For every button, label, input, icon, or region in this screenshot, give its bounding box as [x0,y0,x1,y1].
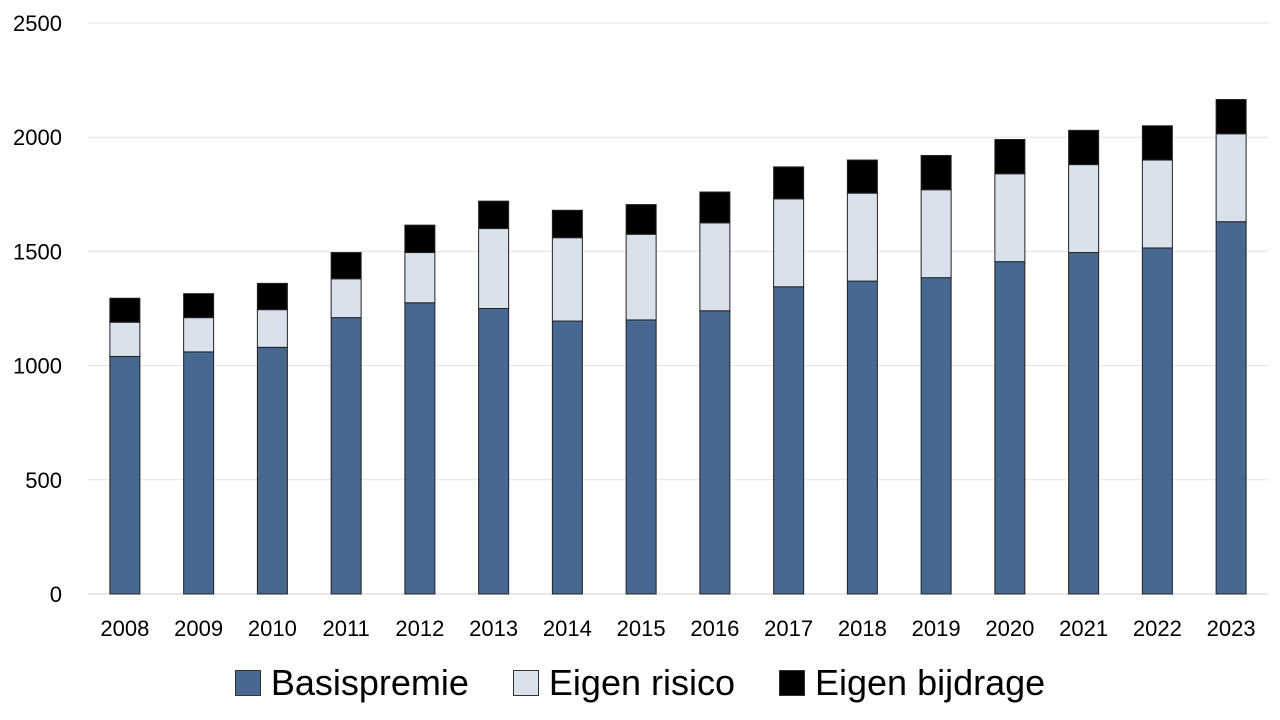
bar-segment-eigen-risico-2018 [846,192,878,282]
y-tick-label: 1500 [13,239,62,264]
x-tick-label: 2011 [322,616,369,641]
legend-swatch [512,670,539,696]
x-tick-label: 2012 [395,616,444,641]
bar-segment-eigen-bijdrage-2016 [699,191,731,224]
bar-segment-eigen-risico-2011 [330,278,362,319]
x-tick-label: 2008 [100,616,149,641]
bars [109,99,1247,595]
x-tick-label: 2016 [690,616,739,641]
legend-item: Eigen bijdrage [779,662,1045,704]
bar-segment-eigen-bijdrage-2020 [994,138,1026,175]
x-tick-label: 2014 [543,616,592,641]
bar-segment-basispremie-2008 [109,355,141,595]
y-tick-label: 1000 [13,354,62,379]
x-tick-label: 2020 [985,616,1034,641]
bar-segment-eigen-risico-2015 [625,233,657,321]
bar-segment-eigen-risico-2017 [773,198,805,288]
bar-segment-eigen-bijdrage-2023 [1215,99,1247,135]
bar-segment-eigen-risico-2019 [920,189,952,279]
bar-segment-eigen-risico-2009 [183,317,215,353]
y-tick-label: 2500 [13,11,62,36]
bar-segment-basispremie-2013 [478,308,510,595]
bar-segment-basispremie-2011 [330,317,362,595]
bar-segment-eigen-risico-2012 [404,252,436,304]
bar-segment-basispremie-2015 [625,319,657,595]
legend-label: Eigen bijdrage [815,662,1046,703]
x-tick-label: 2013 [469,616,518,641]
x-tick-label: 2018 [838,616,887,641]
bar-segment-eigen-bijdrage-2011 [330,252,362,280]
bar-segment-basispremie-2023 [1215,221,1247,595]
bar-segment-eigen-bijdrage-2008 [109,297,141,323]
bar-segment-eigen-risico-2020 [994,173,1026,263]
bar-segment-eigen-bijdrage-2022 [1141,125,1173,161]
bar-segment-basispremie-2022 [1141,247,1173,595]
bar-segment-eigen-risico-2008 [109,321,141,357]
bar-segment-eigen-risico-2014 [551,237,583,322]
bar-segment-eigen-risico-2021 [1068,164,1100,254]
bar-segment-eigen-bijdrage-2019 [920,154,952,191]
bar-segment-eigen-risico-2013 [478,228,510,309]
bar-segment-eigen-risico-2016 [699,222,731,312]
bar-segment-eigen-bijdrage-2015 [625,204,657,235]
legend-item: Basispremie [234,662,469,704]
bar-segment-eigen-bijdrage-2018 [846,159,878,194]
x-tick-label: 2023 [1207,616,1256,641]
bar-segment-eigen-bijdrage-2021 [1068,129,1100,166]
x-tick-label: 2019 [912,616,961,641]
x-tick-label: 2021 [1059,616,1108,641]
y-tick-label: 2000 [13,125,62,150]
bar-segment-eigen-bijdrage-2017 [773,166,805,200]
y-tick-label: 0 [50,582,62,607]
bar-segment-basispremie-2012 [404,302,436,595]
x-tick-label: 2010 [248,616,297,641]
bar-segment-eigen-bijdrage-2012 [404,224,436,254]
x-tick-label: 2015 [617,616,666,641]
bar-segment-eigen-risico-2022 [1141,159,1173,249]
x-tick-label: 2022 [1133,616,1182,641]
bar-segment-eigen-risico-2010 [256,309,288,348]
y-axis-ticks: 0 500 1000 1500 2000 2500 [13,11,62,607]
x-axis-ticks: 2008 2009 2010 2011 2012 2013 2014 2015 2016 2017… [100,616,1255,641]
bar-segment-basispremie-2009 [183,351,215,595]
bar-segment-basispremie-2021 [1068,252,1100,595]
legend: Basispremie Eigen risico Eigen bijdrage [0,655,1280,711]
bar-segment-basispremie-2010 [256,346,288,595]
bar-segment-basispremie-2018 [846,280,878,595]
bar-segment-basispremie-2017 [773,286,805,595]
bar-segment-eigen-bijdrage-2010 [256,282,288,311]
legend-swatch [234,670,261,696]
bar-segment-eigen-bijdrage-2014 [551,209,583,239]
legend-label: Eigen risico [548,662,735,703]
x-tick-label: 2017 [764,616,813,641]
bar-segment-eigen-risico-2023 [1215,133,1247,223]
x-tick-label: 2009 [174,616,223,641]
legend-item: Eigen risico [512,662,735,704]
bar-segment-basispremie-2016 [699,310,731,595]
legend-swatch [779,670,805,696]
y-tick-label: 500 [25,468,62,493]
legend-label: Basispremie [270,662,469,703]
bar-segment-basispremie-2019 [920,277,952,595]
bar-segment-eigen-bijdrage-2013 [478,200,510,230]
bar-segment-basispremie-2020 [994,261,1026,595]
bar-segment-basispremie-2014 [551,320,583,595]
bar-segment-eigen-bijdrage-2009 [183,293,215,319]
